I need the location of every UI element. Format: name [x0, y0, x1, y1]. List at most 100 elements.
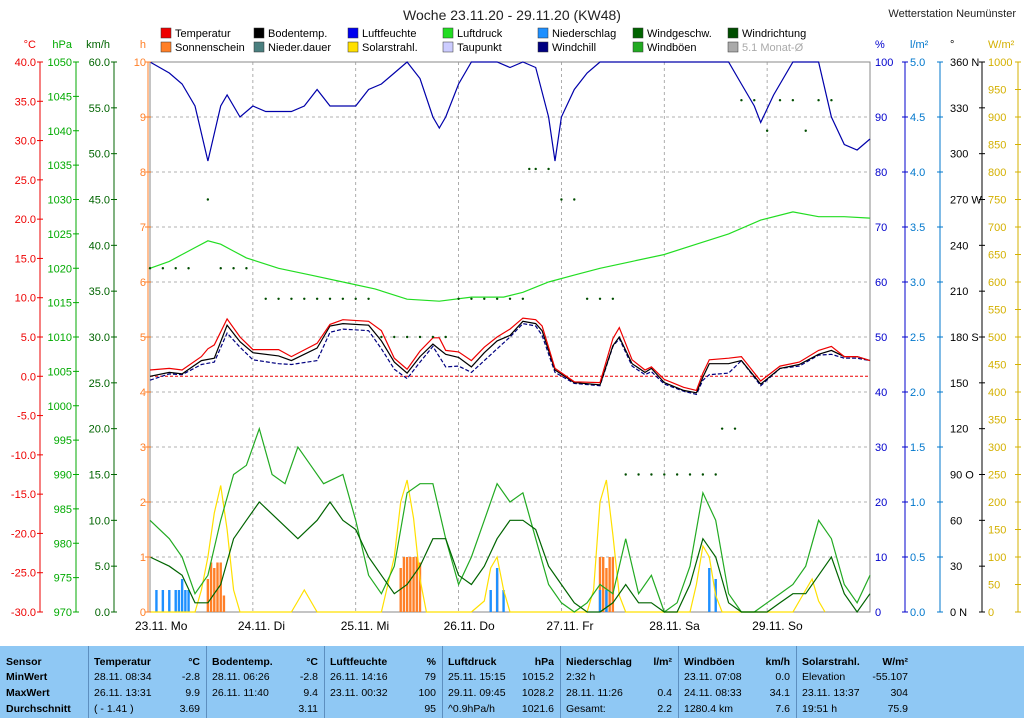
legend-swatch	[727, 27, 739, 39]
wind-direction-dot	[714, 473, 717, 476]
wind-direction-dot	[483, 297, 486, 301]
temp-tick-label: 10.0	[15, 293, 36, 305]
solar-tick-label: 400	[988, 387, 1006, 399]
solar-tick-label: 500	[988, 332, 1006, 344]
wind-direction-dot	[328, 297, 332, 301]
stats-row-value: 9.9	[185, 687, 200, 699]
wind-tick-label: 0.0	[95, 607, 110, 619]
pressure-tick-label: 1035	[48, 160, 72, 172]
wind-direction-dot	[457, 297, 460, 301]
wind-tick-label: 30.0	[89, 332, 110, 344]
sunshine-bar	[206, 579, 210, 612]
series-line-temperatur	[149, 317, 871, 392]
wind-direction-dot	[637, 473, 640, 476]
legend-swatch	[632, 41, 644, 53]
stats-separator	[442, 646, 443, 718]
rain-bar	[184, 590, 187, 612]
legend-swatch	[537, 27, 549, 39]
rain-bar	[187, 590, 190, 612]
legend-swatch	[347, 41, 359, 53]
wind-direction-dot	[740, 98, 743, 102]
sunshine-tick-label: 1	[140, 552, 146, 564]
stats-column: Solarstrahl. W/m² Elevation -55.107 23.11. 1…	[796, 646, 914, 718]
day-label: 23.11. Mo	[135, 619, 188, 633]
sunshine-unit-label: h	[140, 39, 146, 51]
stats-row-label: 1280.4 km	[684, 703, 734, 715]
stats-title: Solarstrahl.	[802, 656, 860, 668]
pressure-unit-label: hPa	[52, 39, 72, 51]
wind-direction-dot	[830, 98, 833, 102]
stats-row-value: -2.8	[181, 671, 200, 683]
wind-direction-dot	[804, 129, 807, 132]
pressure-tick-label: 990	[54, 470, 72, 482]
wind-unit-label: km/h	[86, 39, 110, 51]
rain-tick-label: 0.5	[910, 552, 925, 564]
legend-label: Windchill	[552, 42, 596, 54]
axes-left: 40.035.030.025.020.015.010.05.00.0-5.0-1…	[11, 39, 151, 619]
legend-label: Luftfeuchte	[362, 28, 416, 40]
stats-column: Windböen km/h 23.11. 07:08 0.0 24.11. 08:33 3…	[678, 646, 796, 718]
legend-label: Bodentemp.	[268, 28, 327, 40]
rain-tick-label: 4.5	[910, 112, 925, 124]
wind-direction-dot	[174, 267, 177, 270]
rain-bar	[598, 590, 602, 612]
stats-separator	[560, 646, 561, 718]
pressure-tick-label: 980	[54, 538, 72, 550]
temp-tick-label: 20.0	[15, 214, 36, 226]
solar-tick-label: 350	[988, 415, 1006, 427]
rain-tick-label: 5.0	[910, 57, 925, 69]
direction-unit-label: °	[950, 39, 954, 51]
sunshine-bar	[209, 562, 213, 612]
sunshine-bar	[399, 568, 402, 612]
stats-row-value: -2.8	[299, 671, 318, 683]
legend-swatch	[253, 27, 265, 39]
wind-tick-label: 50.0	[89, 149, 110, 161]
wind-direction-dot	[303, 297, 306, 301]
sunshine-tick-label: 10	[134, 57, 146, 69]
wind-tick-label: 5.0	[95, 561, 110, 573]
wind-direction-dot	[598, 297, 602, 301]
series-line-luftdruck	[149, 211, 871, 302]
wind-direction-dot	[560, 198, 563, 201]
direction-tick-label: 240	[950, 240, 968, 252]
stats-title: Niederschlag	[566, 656, 632, 668]
humidity-tick-label: 50	[875, 332, 887, 344]
humidity-tick-label: 100	[875, 57, 893, 69]
stats-unit: W/m²	[882, 656, 908, 668]
stats-row: MaxWert	[0, 686, 88, 701]
wind-direction-dot	[245, 267, 248, 270]
stats-row: 23.11. 13:37 304	[796, 686, 914, 701]
rain-bar	[708, 568, 711, 612]
pressure-tick-label: 985	[54, 504, 72, 516]
legend: Temperatur Bodentemp. Luftfeuchte Luftdruck…	[160, 27, 806, 54]
stats-row-value: 1028.2	[521, 687, 554, 699]
rain-bar	[155, 590, 158, 612]
stats-separator	[206, 646, 207, 718]
wind-tick-label: 40.0	[89, 240, 110, 252]
rain-bar	[489, 590, 492, 612]
stats-row-label: MaxWert	[6, 687, 50, 699]
direction-tick-label: 0 N	[950, 607, 967, 619]
legend-swatch	[537, 41, 549, 53]
wind-direction-dot	[778, 98, 782, 102]
legend-label: Nieder.dauer	[268, 42, 331, 54]
wind-direction-dot	[264, 297, 267, 301]
chart-title: Woche 23.11.20 - 29.11.20 (KW48)	[403, 7, 621, 23]
pressure-tick-label: 1025	[48, 229, 72, 241]
pressure-tick-label: 1005	[48, 366, 72, 378]
stats-unit: %	[426, 656, 436, 668]
wind-direction-dot	[663, 473, 666, 476]
solar-tick-label: 300	[988, 442, 1006, 454]
sunshine-tick-label: 9	[140, 112, 146, 124]
stats-row: 26.11. 11:40 9.4	[206, 686, 324, 701]
wind-direction-dot	[791, 98, 795, 102]
wind-direction-dot	[380, 335, 383, 339]
stats-row: ^0.9hPa/h 1021.6	[442, 702, 560, 717]
wind-direction-dot	[528, 167, 531, 171]
wind-direction-dot	[701, 473, 705, 476]
sunshine-tick-label: 7	[140, 222, 146, 234]
stats-row: 95	[324, 702, 442, 717]
temp-tick-label: 25.0	[15, 175, 36, 187]
sunshine-tick-label: 8	[140, 167, 146, 179]
stats-row: Durchschnitt	[0, 702, 88, 717]
